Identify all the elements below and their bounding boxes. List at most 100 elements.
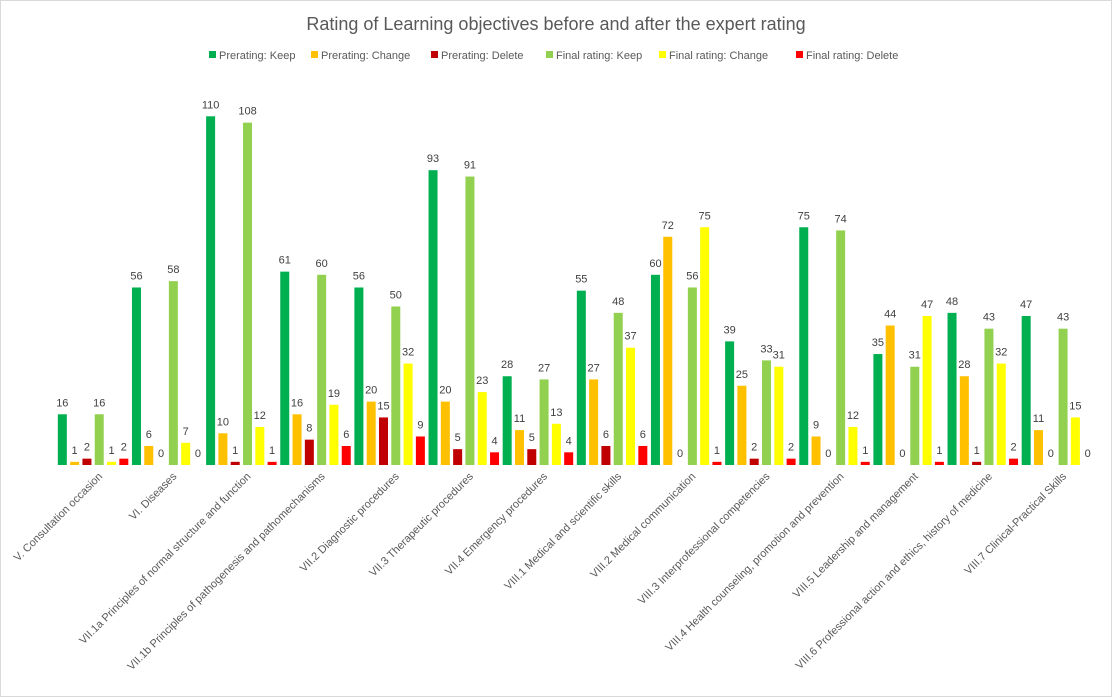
bar <box>107 461 117 465</box>
bar <box>218 433 228 465</box>
data-label: 2 <box>84 442 90 454</box>
bar <box>341 445 351 465</box>
data-label: 0 <box>195 448 201 460</box>
bar <box>490 452 500 465</box>
data-label: 1 <box>714 445 720 457</box>
data-label: 35 <box>872 337 884 349</box>
data-label: 0 <box>1048 448 1054 460</box>
bar <box>144 445 154 465</box>
data-label: 28 <box>501 359 513 371</box>
bar <box>243 122 253 465</box>
data-label: 48 <box>946 296 958 308</box>
bar <box>737 385 747 465</box>
data-label: 33 <box>760 343 772 355</box>
data-label: 1 <box>232 445 238 457</box>
bar <box>1009 458 1019 465</box>
bar <box>1070 417 1080 465</box>
bar <box>934 461 944 465</box>
data-label: 0 <box>677 448 683 460</box>
data-label: 10 <box>217 416 229 428</box>
data-label: 58 <box>167 264 179 276</box>
data-label: 72 <box>662 220 674 232</box>
data-label: 5 <box>529 432 535 444</box>
bar <box>70 461 80 465</box>
legend-swatch-3 <box>431 51 438 58</box>
data-label: 75 <box>699 210 711 222</box>
bar <box>1058 328 1068 465</box>
data-label: 15 <box>377 400 389 412</box>
data-label: 20 <box>439 385 451 397</box>
data-label: 50 <box>390 290 402 302</box>
legend-label-6: Final rating: Delete <box>806 50 898 62</box>
data-label: 20 <box>365 385 377 397</box>
data-label: 6 <box>640 429 646 441</box>
bar <box>255 426 265 465</box>
data-label: 108 <box>238 106 256 118</box>
legend-swatch-6 <box>796 51 803 58</box>
data-label: 93 <box>427 153 439 165</box>
data-label: 6 <box>603 429 609 441</box>
legend-swatch-5 <box>659 51 666 58</box>
bar <box>799 227 809 465</box>
data-label: 0 <box>899 448 905 460</box>
data-label: 7 <box>183 426 189 438</box>
data-label: 32 <box>402 347 414 359</box>
data-label: 11 <box>514 413 525 425</box>
data-label: 1 <box>862 445 868 457</box>
bar <box>836 230 846 465</box>
legend-label-3: Prerating: Delete <box>441 50 524 62</box>
data-label: 39 <box>723 324 735 336</box>
bar <box>1033 430 1043 465</box>
data-label: 12 <box>254 410 266 422</box>
bar <box>984 328 994 465</box>
data-label: 32 <box>995 347 1007 359</box>
data-label: 74 <box>835 213 847 225</box>
data-label: 15 <box>1069 400 1081 412</box>
chart-title: Rating of Learning objectives before and… <box>306 14 805 34</box>
data-label: 44 <box>884 309 896 321</box>
legend-label-5: Final rating: Change <box>669 50 768 62</box>
bar <box>725 341 735 465</box>
bar <box>292 414 302 465</box>
bar <box>996 363 1006 465</box>
data-label: 43 <box>1057 312 1069 324</box>
data-label: 56 <box>353 270 365 282</box>
bar <box>428 170 438 465</box>
data-label: 0 <box>1085 448 1091 460</box>
bar <box>57 414 67 465</box>
legend-label-4: Final rating: Keep <box>556 50 642 62</box>
data-label: 28 <box>958 359 970 371</box>
bar <box>638 445 648 465</box>
bar <box>860 461 870 465</box>
bar <box>576 290 586 465</box>
bar <box>329 404 339 465</box>
data-label: 6 <box>343 429 349 441</box>
bar <box>712 461 722 465</box>
data-label: 56 <box>130 270 142 282</box>
bar <box>206 116 216 466</box>
data-label: 37 <box>624 331 636 343</box>
bar <box>650 274 660 465</box>
data-label: 47 <box>921 299 933 311</box>
data-label: 23 <box>476 375 488 387</box>
bar <box>1021 316 1031 465</box>
bar <box>687 287 697 465</box>
category-label: VIII.1 Medical and scientific skills <box>502 470 624 592</box>
legend-swatch-4 <box>546 51 553 58</box>
data-label: 27 <box>538 362 550 374</box>
data-label: 27 <box>587 362 599 374</box>
bar <box>922 316 932 465</box>
data-label: 0 <box>158 448 164 460</box>
data-label: 11 <box>1033 413 1044 425</box>
data-label: 75 <box>798 210 810 222</box>
data-label: 0 <box>825 448 831 460</box>
legend-swatch-2 <box>311 51 318 58</box>
bar <box>502 376 512 465</box>
bar <box>415 436 425 465</box>
data-label: 25 <box>736 369 748 381</box>
data-label: 13 <box>550 407 562 419</box>
category-labels-group: V. Consultation occasion VI. DiseasesVII.… <box>12 470 1070 673</box>
bar <box>564 452 574 465</box>
data-label: 4 <box>566 435 572 447</box>
bar <box>885 325 895 465</box>
